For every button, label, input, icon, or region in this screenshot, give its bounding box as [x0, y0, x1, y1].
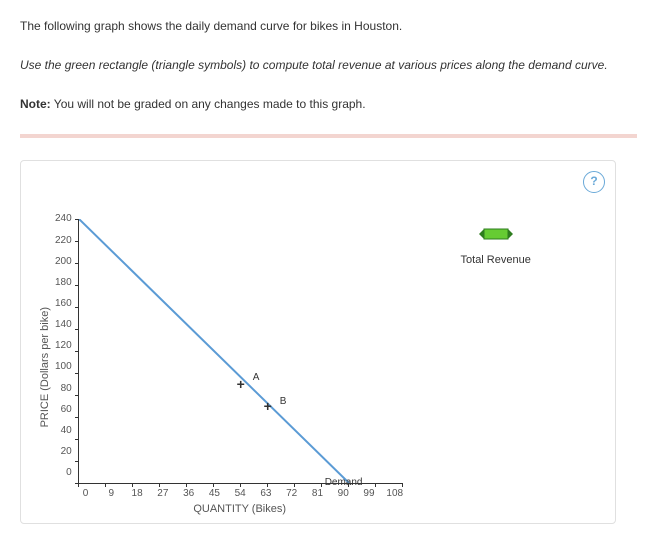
y-tick: 180 — [55, 278, 72, 288]
y-tick: 220 — [55, 236, 72, 246]
legend-symbol-total-revenue — [426, 223, 566, 248]
y-tick: 80 — [55, 384, 72, 394]
chart-point-label-A: A — [253, 372, 260, 383]
chart-card: ? PRICE (Dollars per bike) 2402202001801… — [20, 160, 616, 524]
y-axis-label: PRICE (Dollars per bike) — [39, 307, 51, 427]
chart-point-label-B: B — [280, 396, 287, 407]
x-tick: 99 — [356, 488, 382, 499]
y-tick: 240 — [55, 214, 72, 224]
help-icon[interactable]: ? — [583, 171, 605, 193]
y-tick: 120 — [55, 341, 72, 351]
y-axis-ticks: 240220200180160140120100806040200 — [55, 214, 72, 478]
x-tick: 108 — [382, 488, 408, 499]
y-tick: 100 — [55, 362, 72, 372]
intro-line-1: The following graph shows the daily dema… — [20, 18, 637, 35]
x-tick: 81 — [305, 488, 331, 499]
x-tick: 27 — [150, 488, 176, 499]
y-tick: 140 — [55, 320, 72, 330]
x-tick: 90 — [330, 488, 356, 499]
legend-total-revenue[interactable]: Total Revenue — [426, 223, 566, 266]
y-tick: 160 — [55, 299, 72, 309]
x-tick: 72 — [279, 488, 305, 499]
x-tick: 63 — [253, 488, 279, 499]
x-tick: 0 — [73, 488, 99, 499]
chart-plot[interactable]: Demand+A+B — [78, 219, 403, 484]
demand-label: Demand — [325, 477, 363, 488]
x-axis-label: QUANTITY (Bikes) — [78, 503, 402, 515]
x-tick: 54 — [227, 488, 253, 499]
y-tick: 200 — [55, 257, 72, 267]
x-tick: 18 — [124, 488, 150, 499]
intro-note: Note: You will not be graded on any chan… — [20, 96, 637, 113]
separator — [20, 134, 637, 138]
x-tick: 36 — [176, 488, 202, 499]
legend-label-total-revenue: Total Revenue — [426, 254, 566, 266]
intro-line-2: Use the green rectangle (triangle symbol… — [20, 57, 637, 74]
x-tick: 9 — [98, 488, 124, 499]
x-axis-ticks: 0918273645546372819099108 — [73, 488, 408, 499]
x-tick: 45 — [202, 488, 228, 499]
note-text: You will not be graded on any changes ma… — [51, 97, 366, 111]
y-tick: 20 — [55, 447, 72, 457]
y-tick: 40 — [55, 426, 72, 436]
y-tick: 0 — [55, 468, 72, 478]
y-tick: 60 — [55, 405, 72, 415]
note-label: Note: — [20, 97, 51, 111]
